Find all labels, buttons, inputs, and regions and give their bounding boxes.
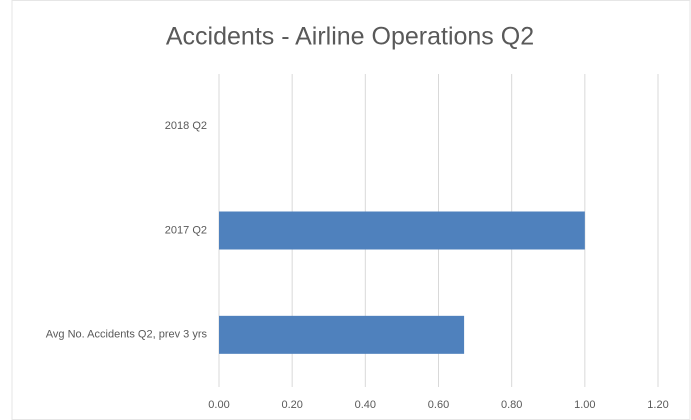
bar xyxy=(219,315,465,354)
y-tick-label: Avg No. Accidents Q2, prev 3 yrs xyxy=(46,329,208,341)
x-tick-label: 1.00 xyxy=(574,399,595,411)
x-tick-label: 0.20 xyxy=(281,399,302,411)
y-tick-label: 2017 Q2 xyxy=(165,224,207,236)
chart-frame xyxy=(11,0,691,420)
x-tick-label: 0.40 xyxy=(355,399,376,411)
y-tick-label: 2018 Q2 xyxy=(165,120,207,132)
x-tick-label: 0.80 xyxy=(501,399,522,411)
bar xyxy=(219,211,585,250)
x-tick-label: 0.60 xyxy=(428,399,449,411)
x-tick-label: 1.20 xyxy=(647,399,668,411)
chart-title: Accidents - Airline Operations Q2 xyxy=(166,23,534,51)
x-tick-label: 0.00 xyxy=(208,399,229,411)
